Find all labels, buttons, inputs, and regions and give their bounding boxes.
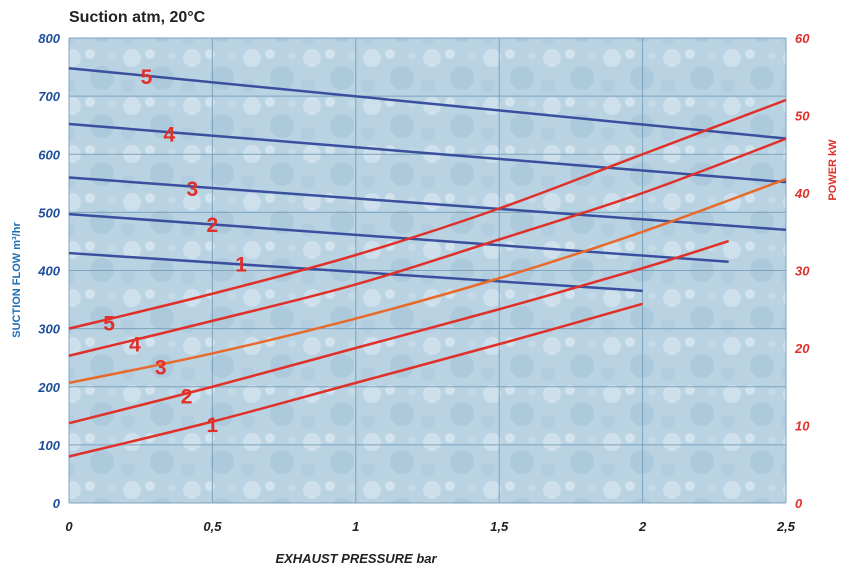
power-curve-label-1: 1 [207, 414, 219, 437]
flow-line-2 [68, 212, 729, 264]
x-tick-label: 0,5 [203, 519, 222, 534]
power-line-2 [68, 239, 730, 425]
tick-labels-group: 0 0,5 1 1,5 2 2,5 0 100 200 300 400 500 600 700 800 0 10… [37, 31, 810, 534]
y-right-tick-label: 10 [795, 419, 810, 434]
y-left-tick-label: 300 [38, 322, 60, 337]
y-right-tick-label: 0 [795, 496, 803, 511]
power-line-4 [68, 137, 787, 357]
power-series-group [68, 98, 787, 458]
flow-curve-label-4: 4 [164, 123, 176, 146]
x-tick-label: 1,5 [490, 519, 509, 534]
x-tick-label: 2 [638, 519, 647, 534]
y-axis-left-label: SUCTION FLOW m³/hr [11, 222, 23, 338]
flow-curve-label-1: 1 [235, 254, 247, 277]
power-line-1 [68, 302, 643, 458]
y-left-tick-label: 800 [38, 31, 60, 46]
y-left-tick-label: 400 [37, 264, 60, 279]
power-line-5 [68, 98, 787, 330]
flow-line-1 [68, 251, 643, 293]
power-curve-label-3: 3 [155, 357, 167, 380]
x-tick-label: 2,5 [776, 519, 796, 534]
power-curve-label-5: 5 [103, 312, 115, 335]
flow-curve-label-5: 5 [141, 66, 153, 89]
flow-line-5 [68, 66, 787, 140]
y-right-tick-label: 20 [794, 341, 810, 356]
y-left-tick-label: 500 [38, 205, 60, 220]
flow-line-3 [68, 176, 787, 232]
y-left-tick-label: 600 [38, 147, 60, 162]
x-tick-label: 0 [65, 519, 73, 534]
flow-curve-label-3: 3 [186, 178, 198, 201]
y-left-tick-label: 200 [37, 380, 60, 395]
y-right-tick-label: 40 [794, 186, 810, 201]
power-curve-label-4: 4 [129, 333, 141, 356]
power-line-3 [68, 177, 787, 385]
x-tick-label: 1 [352, 519, 359, 534]
flow-series-group [68, 66, 787, 293]
y-left-tick-label: 0 [53, 496, 61, 511]
y-right-tick-label: 60 [795, 31, 810, 46]
y-left-tick-label: 700 [38, 89, 60, 104]
flow-curve-label-2: 2 [207, 214, 219, 237]
y-axis-right-label: POWER kW [827, 139, 839, 201]
power-curve-label-2: 2 [181, 385, 193, 408]
y-right-tick-label: 30 [795, 264, 810, 279]
x-axis-label: EXHAUST PRESSURE bar [275, 551, 437, 566]
chart-title: Suction atm, 20°C [69, 9, 206, 26]
y-right-tick-label: 50 [795, 109, 810, 124]
y-left-tick-label: 100 [38, 438, 60, 453]
flow-line-4 [68, 122, 787, 184]
